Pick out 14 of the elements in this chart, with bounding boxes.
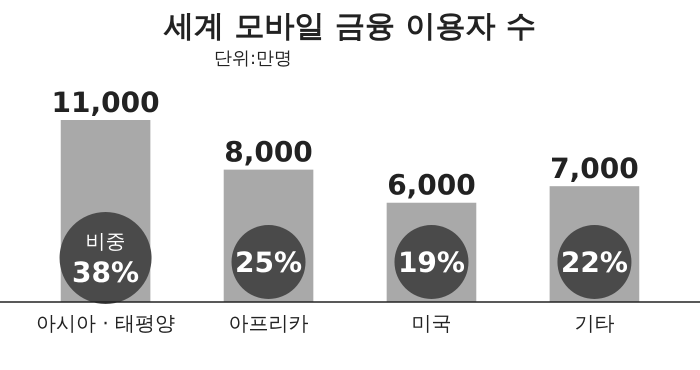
x-tick-label: 기타 [574, 311, 614, 335]
data-label: 11,000 [52, 86, 160, 119]
x-tick-label: 아프리카 [228, 311, 309, 335]
x-tick-label: 미국 [411, 311, 452, 335]
data-label: 7,000 [550, 152, 639, 186]
data-label: 8,000 [224, 136, 313, 169]
annotation: 22% [560, 246, 628, 279]
chart-title: 세계 모바일 금융 이용자 수 [163, 9, 536, 44]
data-label: 6,000 [387, 168, 476, 202]
annotation: 19% [398, 246, 465, 279]
chart-subtitle: 단위:만명 [214, 48, 292, 69]
annotation: 25% [235, 246, 302, 279]
annotation: 비중 38% [72, 229, 140, 289]
x-tick-label: 아시아 · 태평양 [36, 311, 176, 335]
